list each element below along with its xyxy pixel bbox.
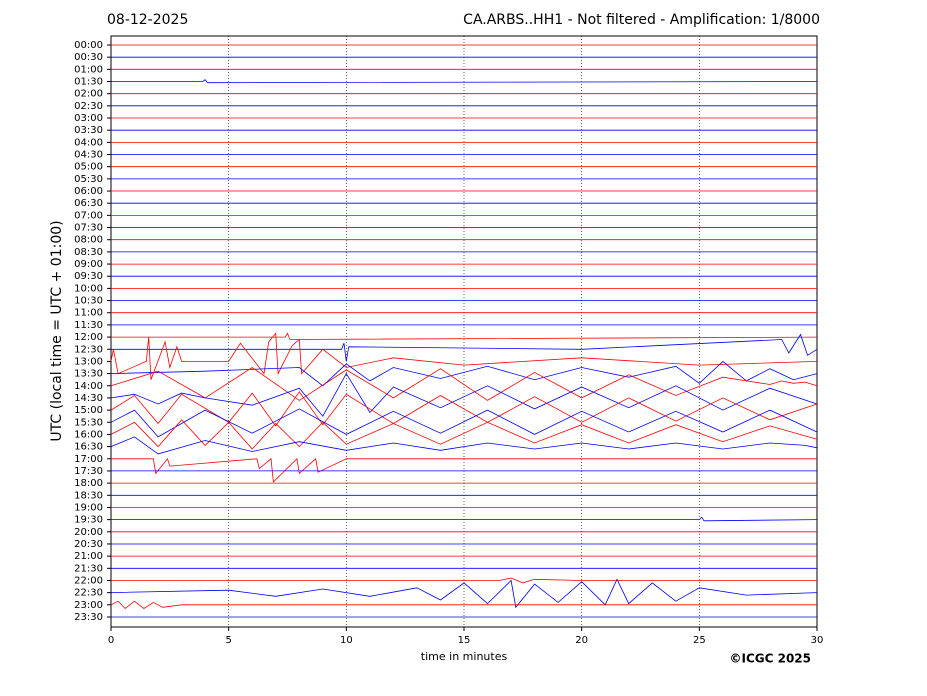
y-tick-label: 07:30: [74, 223, 103, 234]
trace: [110, 600, 817, 610]
y-tick-label: 03:30: [74, 125, 103, 136]
y-tick-label: 05:30: [74, 174, 103, 185]
y-tick-label: 11:30: [74, 320, 103, 331]
y-tick-label: 00:00: [74, 40, 103, 51]
date: 08-12-2025: [107, 12, 188, 28]
y-tick-label: 04:00: [74, 137, 103, 148]
y-tick-label: 17:30: [74, 466, 103, 477]
y-tick-label: 09:30: [74, 271, 103, 282]
y-tick-label: 20:30: [74, 539, 103, 550]
trace: [110, 419, 818, 450]
trace: [110, 578, 818, 609]
x-tick-label: 5: [225, 635, 231, 646]
y-tick-label: 04:30: [74, 150, 103, 161]
y-tick-label: 13:30: [74, 369, 103, 380]
x-tick-label: 20: [575, 635, 588, 646]
y-tick-label: 07:00: [74, 210, 103, 221]
copyright: ©ICGC 2025: [729, 652, 811, 666]
trace: [110, 332, 818, 380]
y-tick-label: 01:00: [74, 64, 103, 75]
y-tick-label: 22:00: [74, 575, 103, 586]
y-tick-label: 15:30: [74, 417, 103, 428]
x-tick-label: 25: [693, 635, 706, 646]
y-tick-label: 14:30: [74, 393, 103, 404]
x-tick-label: 30: [811, 635, 824, 646]
trace: [111, 577, 817, 584]
trace: [110, 391, 818, 427]
y-tick-label: 19:00: [74, 502, 103, 513]
y-tick-label: 16:30: [74, 442, 103, 453]
y-tick-label: 13:00: [74, 356, 103, 367]
y-tick-label: 18:00: [74, 478, 103, 489]
y-tick-label: 01:30: [74, 77, 103, 88]
x-tick-label: 0: [108, 635, 114, 646]
y-tick-label: 06:30: [74, 198, 103, 209]
y-tick-label: 00:30: [74, 52, 103, 63]
y-tick-label: 02:00: [74, 89, 103, 100]
x-tick-label: 15: [458, 635, 471, 646]
y-tick-label: 20:00: [74, 527, 103, 538]
trace: [111, 516, 818, 522]
trace: [111, 457, 817, 483]
trace: [111, 333, 818, 362]
trace: [110, 408, 818, 438]
y-tick-label: 08:30: [74, 247, 103, 258]
x-tick-label: 10: [340, 635, 353, 646]
trace: [110, 372, 818, 417]
y-tick-label: 02:30: [74, 101, 103, 112]
trace: [110, 367, 818, 401]
y-tick-label: 21:30: [74, 563, 103, 574]
y-tick-label: 15:00: [74, 405, 103, 416]
y-tick-label: 06:00: [74, 186, 103, 197]
y-tick-label: 23:00: [74, 600, 103, 611]
chart-title: CA.ARBS..HH1 - Not filtered - Amplificat…: [463, 12, 820, 28]
y-tick-label: 17:00: [74, 454, 103, 465]
y-axis-label: UTC (local time = UTC + 01:00): [49, 220, 65, 441]
y-tick-label: 03:00: [74, 113, 103, 124]
trace: [111, 79, 818, 84]
y-tick-label: 16:00: [74, 429, 103, 440]
y-tick-label: 21:00: [74, 551, 103, 562]
y-tick-label: 09:00: [74, 259, 103, 270]
y-tick-label: 14:00: [74, 381, 103, 392]
y-tick-label: 08:00: [74, 235, 103, 246]
y-tick-label: 19:30: [74, 515, 103, 526]
y-tick-label: 12:30: [74, 344, 103, 355]
y-tick-label: 10:30: [74, 296, 103, 307]
y-tick-label: 22:30: [74, 588, 103, 599]
y-tick-label: 10:00: [74, 283, 103, 294]
y-tick-label: 23:30: [74, 612, 103, 623]
y-tick-label: 11:00: [74, 308, 103, 319]
x-axis-label: time in minutes: [421, 650, 508, 663]
trace: [111, 332, 818, 340]
y-tick-label: 12:00: [74, 332, 103, 343]
trace: [110, 436, 818, 455]
y-tick-label: 18:30: [74, 490, 103, 501]
y-tick-label: 05:00: [74, 162, 103, 173]
